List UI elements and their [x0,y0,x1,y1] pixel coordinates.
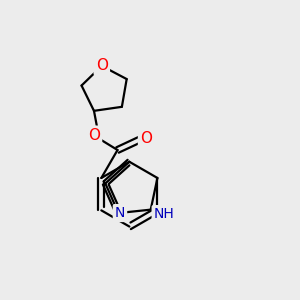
Text: O: O [96,58,108,74]
Text: O: O [88,128,100,143]
Text: O: O [140,131,152,146]
Text: N: N [115,206,125,220]
Text: NH: NH [154,207,174,221]
